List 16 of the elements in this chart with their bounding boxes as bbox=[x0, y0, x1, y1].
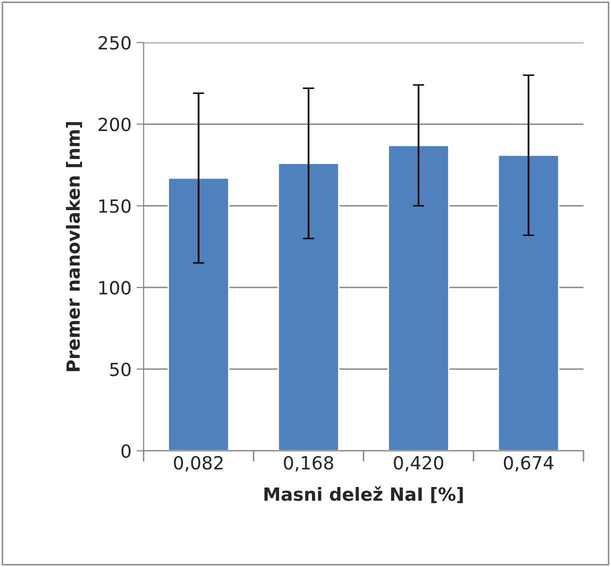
bar bbox=[388, 144, 450, 451]
y-tick-label: 150 bbox=[99, 199, 131, 213]
bar bbox=[278, 162, 340, 451]
x-tick-label: 0,168 bbox=[284, 456, 334, 472]
y-tick-label: 200 bbox=[98, 118, 131, 132]
x-axis-title: Masni delež NaI [%] bbox=[264, 486, 463, 504]
bar bbox=[168, 177, 230, 451]
y-axis-title: Premer nanovlaken [nm] bbox=[66, 122, 82, 372]
x-tick-label: 0,420 bbox=[394, 456, 444, 472]
y-tick-label: 250 bbox=[98, 36, 131, 50]
x-tick-label: 0,674 bbox=[504, 456, 554, 472]
x-tick-label: 0,082 bbox=[174, 456, 223, 472]
y-tick-label: 100 bbox=[99, 280, 131, 295]
y-tick-label: 50 bbox=[110, 362, 131, 376]
y-tick-label: 0 bbox=[121, 444, 131, 458]
bar bbox=[498, 154, 560, 451]
